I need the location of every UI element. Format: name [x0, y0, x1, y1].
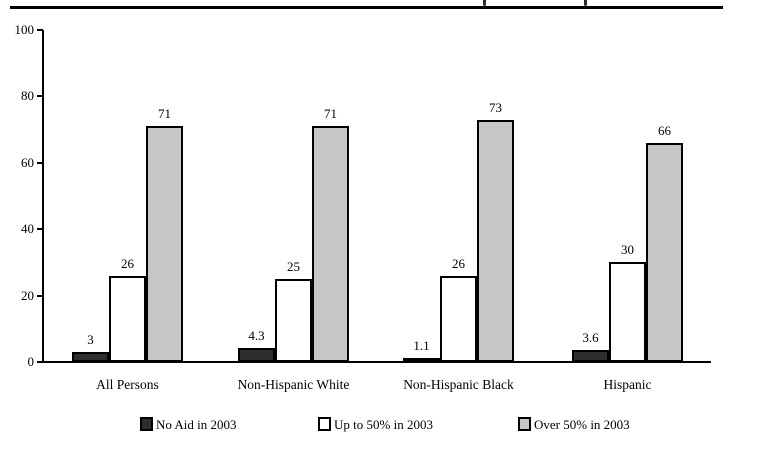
legend-label: Up to 50% in 2003: [334, 416, 433, 432]
y-axis-tick: [37, 294, 43, 297]
bar-value-label: 3: [87, 332, 94, 348]
bar: [72, 352, 109, 362]
category-label: Non-Hispanic White: [237, 377, 350, 392]
y-axis-tick: [37, 95, 43, 98]
legend-label: No Aid in 2003: [156, 416, 237, 432]
bar: [403, 358, 440, 362]
y-axis-line: [42, 30, 44, 363]
legend-item: Up to 50% in 2003: [318, 416, 433, 432]
bar-value-label: 26: [121, 255, 134, 271]
bar: [312, 126, 349, 362]
bar-value-label: 71: [324, 106, 337, 122]
cropped-title-fragment: [584, 0, 587, 6]
legend-label: Over 50% in 2003: [534, 416, 630, 432]
y-axis-tick-label: 20: [21, 287, 34, 303]
y-axis-tick: [37, 228, 43, 231]
bar: [609, 262, 646, 362]
y-axis-tick-label: 60: [21, 154, 34, 170]
bar-value-label: 25: [287, 259, 300, 274]
bar-value-label: 4.3: [248, 327, 265, 343]
bar: [146, 126, 183, 362]
bar: [646, 142, 683, 362]
bar-value-label: 71: [158, 106, 171, 122]
y-axis-tick-label: 40: [21, 221, 34, 237]
up-to-50-swatch-icon: [318, 417, 331, 431]
x-axis-line: [42, 361, 711, 363]
legend-item: Over 50% in 2003: [518, 416, 630, 432]
bar-value-label: 66: [658, 122, 671, 138]
bar: [572, 350, 609, 362]
legend: No Aid in 2003 Up to 50% in 2003 Over 50…: [0, 416, 758, 434]
legend-item: No Aid in 2003: [140, 416, 237, 432]
y-axis-tick-label: 100: [14, 22, 35, 37]
bar-value-label: 3.6: [582, 330, 599, 346]
y-axis-tick-label: 0: [27, 354, 35, 369]
bar: [109, 275, 146, 362]
bar-value-label: 30: [621, 242, 634, 258]
bar-value-label: 73: [489, 99, 502, 115]
bar-value-label: 26: [452, 255, 465, 271]
bar: [477, 119, 514, 362]
over-50-swatch-icon: [518, 417, 531, 431]
category-label: All Persons: [96, 377, 159, 392]
no-aid-swatch-icon: [140, 417, 153, 431]
category-label: Hispanic: [603, 377, 652, 392]
bar-value-label: 1.1: [413, 338, 430, 353]
y-axis-tick-label: 80: [21, 88, 34, 104]
bar: [440, 275, 477, 362]
top-title-rule: [10, 6, 723, 9]
bar: [275, 279, 312, 362]
bar: [238, 347, 275, 362]
y-axis-tick: [37, 29, 43, 31]
category-label: Non-Hispanic Black: [403, 377, 514, 392]
y-axis-tick: [37, 361, 43, 363]
y-axis-tick: [37, 161, 43, 164]
cropped-title-fragment: [483, 0, 486, 6]
